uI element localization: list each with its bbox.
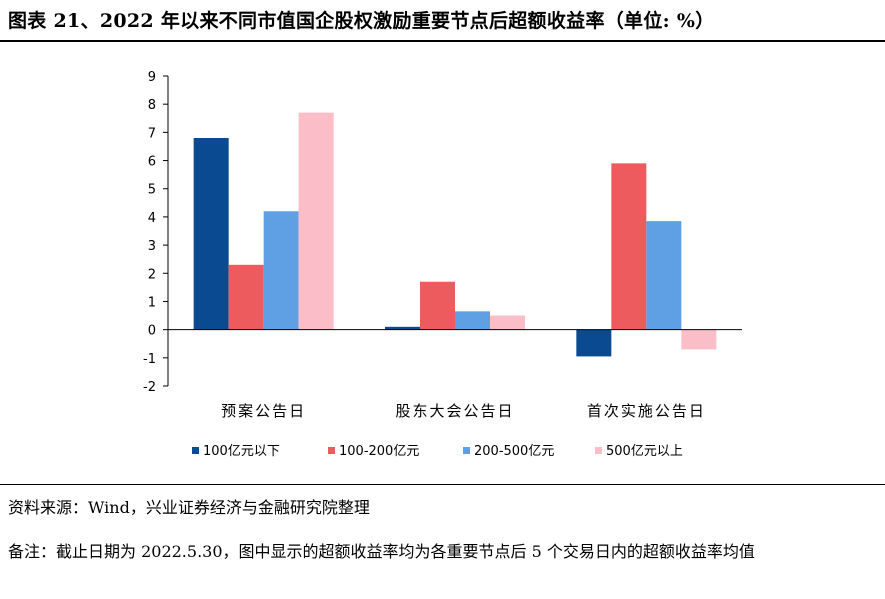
bar	[263, 211, 299, 330]
x-category-label: 预案公告日	[221, 402, 306, 420]
bar	[490, 315, 525, 330]
y-tick-label: 7	[148, 126, 156, 141]
bar	[576, 329, 612, 357]
y-tick-label: 5	[148, 183, 156, 198]
x-category-label: 首次实施公告日	[587, 402, 706, 420]
legend-label: 500亿元以上	[606, 444, 683, 459]
bar	[228, 264, 264, 330]
bar	[193, 138, 229, 330]
y-tick-label: 8	[148, 98, 156, 113]
bar	[611, 163, 647, 330]
y-tick-label: 0	[148, 324, 156, 339]
y-axis: -2 -1 0 1 2 3 4 5 6 7 8 9	[143, 70, 169, 395]
legend: 100亿元以下 100-200亿元 200-500亿元 500亿元以上	[192, 444, 683, 459]
y-tick-label: -1	[143, 352, 156, 367]
y-tick-label: 2	[148, 267, 156, 282]
legend-swatch	[328, 447, 335, 454]
bar	[385, 326, 420, 330]
y-tick-label: 6	[148, 155, 156, 170]
y-tick-label: -2	[143, 380, 156, 395]
bar	[298, 112, 334, 330]
legend-label: 100-200亿元	[339, 444, 419, 459]
y-tick-label: 4	[148, 211, 156, 226]
footer-rule	[0, 484, 885, 485]
remark-note: 备注：截止日期为 2022.5.30，图中显示的超额收益率均为各重要节点后 5 …	[8, 542, 755, 561]
bar	[646, 221, 682, 330]
y-tick-label: 1	[148, 295, 156, 310]
legend-swatch	[463, 447, 470, 454]
bar	[681, 329, 717, 350]
legend-swatch	[595, 447, 602, 454]
y-tick-label: 9	[148, 70, 156, 85]
x-axis: 预案公告日 股东大会公告日 首次实施公告日	[168, 329, 742, 420]
x-category-label: 股东大会公告日	[395, 402, 514, 420]
bars	[193, 112, 717, 357]
bar	[420, 281, 455, 330]
source-note: 资料来源：Wind，兴业证券经济与金融研究院整理	[8, 498, 370, 517]
legend-label: 200-500亿元	[474, 444, 554, 459]
chart-title: 图表 21、2022 年以来不同市值国企股权激励重要节点后超额收益率（单位: %…	[8, 10, 715, 32]
legend-label: 100亿元以下	[203, 444, 280, 459]
legend-swatch	[192, 447, 199, 454]
y-tick-label: 3	[148, 239, 156, 254]
bar	[455, 311, 490, 330]
title-rule	[0, 40, 885, 42]
bar-chart: -2 -1 0 1 2 3 4 5 6 7 8 9 预案公告日 股东大会公告日 首次实施公告日 100亿元…	[143, 70, 742, 459]
